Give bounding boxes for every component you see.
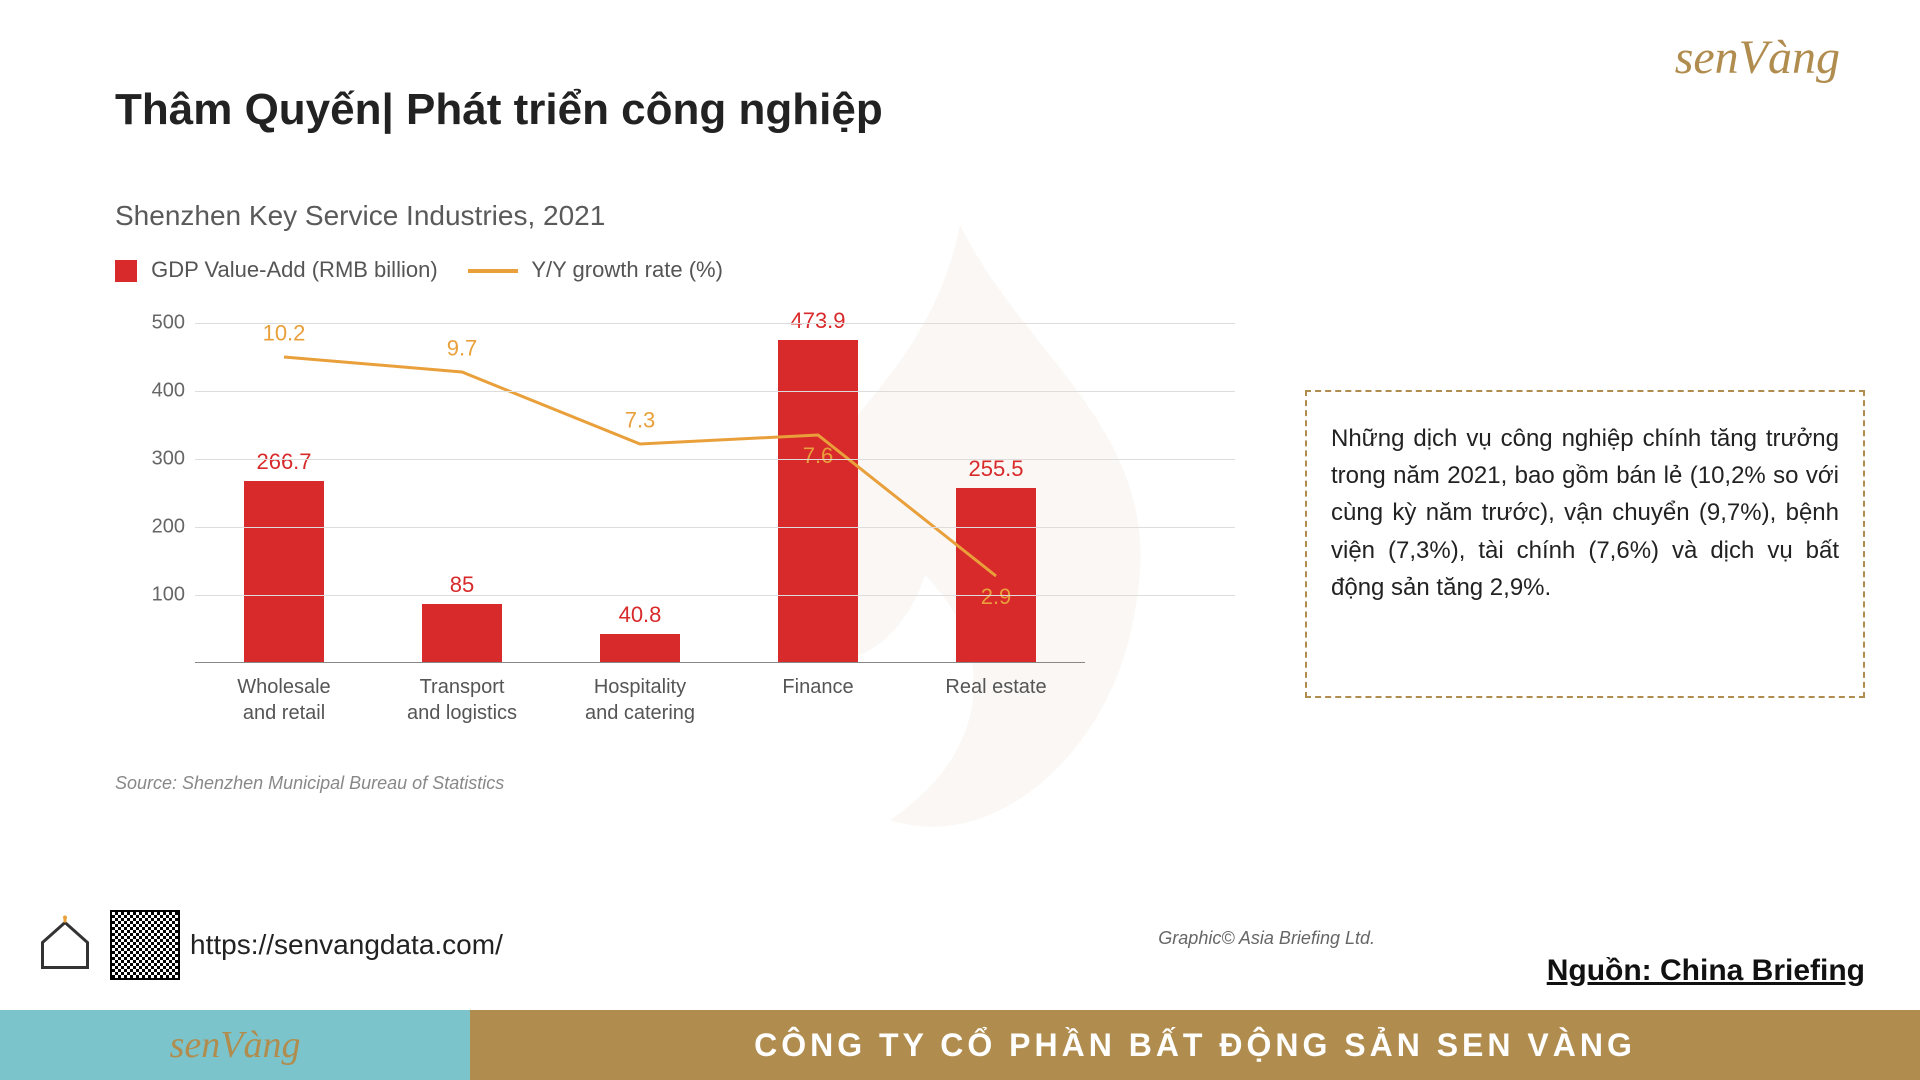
gridline bbox=[195, 527, 1235, 528]
gridline bbox=[195, 459, 1235, 460]
bar-value-label: 473.9 bbox=[743, 308, 893, 334]
y-tick: 100 bbox=[152, 584, 185, 607]
legend-line: Y/Y growth rate (%) bbox=[468, 257, 723, 283]
info-box: Những dịch vụ công nghiệp chính tăng trư… bbox=[1305, 390, 1865, 698]
legend-line-label: Y/Y growth rate (%) bbox=[531, 257, 723, 282]
line-value-label: 7.3 bbox=[625, 408, 656, 434]
chart-container: Shenzhen Key Service Industries, 2021 GD… bbox=[115, 200, 1295, 794]
info-box-text: Những dịch vụ công nghiệp chính tăng trư… bbox=[1331, 425, 1839, 601]
bar-value-label: 40.8 bbox=[565, 602, 715, 628]
category-label: Real estate bbox=[906, 674, 1086, 700]
bar bbox=[600, 634, 680, 662]
url-text: https://senvangdata.com/ bbox=[190, 929, 503, 961]
category-label: Wholesaleand retail bbox=[194, 674, 374, 726]
bar-value-label: 255.5 bbox=[921, 456, 1071, 482]
house-icon bbox=[30, 910, 100, 980]
chart-plot: 100 200 300 400 500 266.7Wholesaleand retail… bbox=[135, 303, 1235, 663]
y-tick: 500 bbox=[152, 312, 185, 335]
category-label: Finance bbox=[728, 674, 908, 700]
plot-area: 266.7Wholesaleand retail85Transportand l… bbox=[195, 303, 1085, 663]
chart-legend: GDP Value-Add (RMB billion) Y/Y growth r… bbox=[115, 257, 1295, 283]
brand-logo-top: senVàng bbox=[1675, 30, 1840, 85]
category-label: Hospitalityand catering bbox=[550, 674, 730, 726]
bar bbox=[778, 340, 858, 662]
y-tick: 300 bbox=[152, 448, 185, 471]
chart-source: Source: Shenzhen Municipal Bureau of Sta… bbox=[115, 773, 1295, 794]
line-value-label: 9.7 bbox=[447, 336, 478, 362]
gridline bbox=[195, 323, 1235, 324]
line-value-label: 7.6 bbox=[803, 443, 834, 469]
qr-code-icon bbox=[110, 910, 180, 980]
chart-credit: Graphic© Asia Briefing Ltd. bbox=[1158, 928, 1375, 949]
footer: senVàng CÔNG TY CỔ PHẦN BẤT ĐỘNG SẢN SEN… bbox=[0, 1010, 1920, 1080]
gridline bbox=[195, 391, 1235, 392]
bar-value-label: 266.7 bbox=[209, 449, 359, 475]
category-label: Transportand logistics bbox=[372, 674, 552, 726]
gridline bbox=[195, 595, 1235, 596]
source-credit: Nguồn: China Briefing bbox=[1547, 954, 1865, 988]
page-title: Thâm Quyến| Phát triển công nghiệp bbox=[115, 85, 883, 135]
legend-bar-label: GDP Value-Add (RMB billion) bbox=[151, 257, 438, 282]
bar bbox=[244, 481, 324, 662]
footer-logo: senVàng bbox=[0, 1010, 470, 1080]
legend-bar: GDP Value-Add (RMB billion) bbox=[115, 257, 438, 283]
line-value-label: 2.9 bbox=[981, 584, 1012, 610]
bar bbox=[422, 604, 502, 662]
y-tick: 200 bbox=[152, 516, 185, 539]
bar bbox=[956, 488, 1036, 662]
y-axis: 100 200 300 400 500 bbox=[135, 303, 195, 663]
legend-bar-swatch bbox=[115, 260, 137, 282]
line-value-label: 10.2 bbox=[263, 321, 306, 347]
y-tick: 400 bbox=[152, 380, 185, 403]
footer-company: CÔNG TY CỔ PHẦN BẤT ĐỘNG SẢN SEN VÀNG bbox=[470, 1010, 1920, 1080]
chart-title: Shenzhen Key Service Industries, 2021 bbox=[115, 200, 1295, 232]
legend-line-swatch bbox=[468, 269, 518, 273]
url-bar: https://senvangdata.com/ bbox=[30, 910, 503, 980]
